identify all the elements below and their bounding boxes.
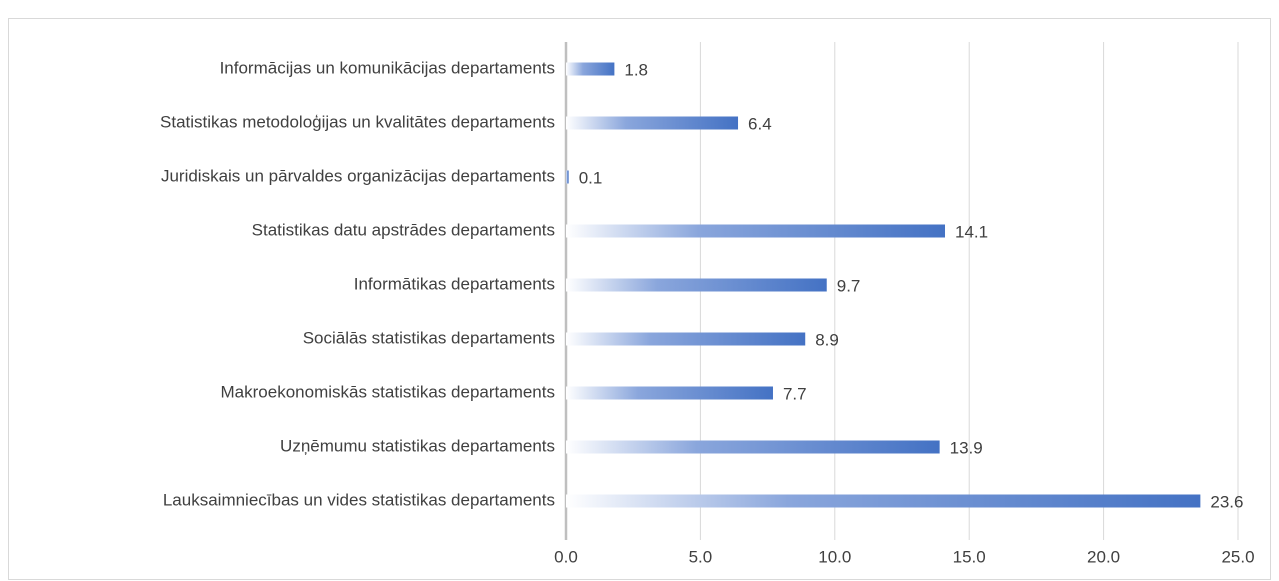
data-label: 14.1 [955,222,988,241]
y-tick-label: Statistikas datu apstrādes departaments [252,220,555,239]
bar [566,62,615,76]
bar [566,224,946,238]
x-tick-label: 0.0 [554,547,578,566]
x-tick-label: 5.0 [689,547,713,566]
y-tick-label: Uzņēmumu statistikas departaments [280,436,555,455]
y-tick-label: Juridiskais un pārvaldes organizācijas d… [161,166,555,185]
bar [566,332,806,346]
bar [566,278,827,292]
data-label: 8.9 [815,330,839,349]
bar [566,494,1201,508]
bar [566,386,773,400]
x-tick-label: 20.0 [1087,547,1120,566]
bar [566,116,739,130]
y-tick-label: Statistikas metodoloģijas un kvalitātes … [160,112,555,131]
y-tick-label: Lauksaimniecības un vides statistikas de… [163,490,555,509]
bar [566,440,940,454]
data-label: 23.6 [1210,492,1243,511]
y-tick-label: Informācijas un komunikācijas departamen… [220,58,555,77]
x-tick-label: 15.0 [953,547,986,566]
data-label: 9.7 [837,276,861,295]
chart-frame [8,18,1271,580]
data-label: 7.7 [783,384,807,403]
data-label: 1.8 [624,60,648,79]
y-tick-label: Makroekonomiskās statistikas departament… [221,382,555,401]
bar [566,170,569,184]
x-tick-label: 25.0 [1221,547,1254,566]
y-tick-label: Informātikas departaments [354,274,555,293]
x-tick-label: 10.0 [818,547,851,566]
data-label: 13.9 [950,438,983,457]
y-tick-label: Sociālās statistikas departaments [303,328,555,347]
data-label: 0.1 [579,168,603,187]
data-label: 6.4 [748,114,772,133]
